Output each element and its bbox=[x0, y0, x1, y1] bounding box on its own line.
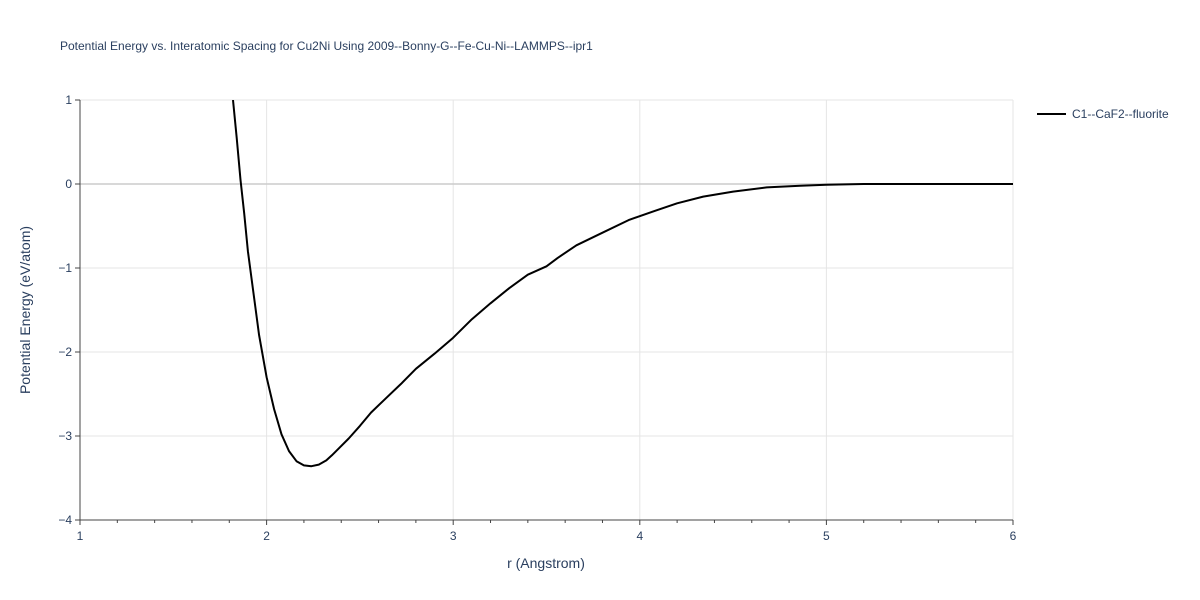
x-tick-label: 6 bbox=[1010, 529, 1017, 543]
x-axis-ticks: 1 2 3 4 5 6 bbox=[77, 520, 1017, 543]
series-layer bbox=[232, 100, 1013, 468]
x-tick-label: 2 bbox=[263, 529, 270, 543]
x-tick-label: 3 bbox=[450, 529, 457, 543]
x-axis-title: r (Angstrom) bbox=[507, 555, 585, 571]
axes bbox=[79, 100, 1013, 521]
grid bbox=[80, 99, 1014, 520]
x-tick-label: 5 bbox=[823, 529, 830, 543]
series-line bbox=[232, 100, 1013, 468]
y-tick-label: −1 bbox=[58, 261, 72, 275]
y-tick-label: 1 bbox=[65, 93, 72, 107]
y-tick-label: −4 bbox=[58, 513, 72, 527]
x-tick-label: 4 bbox=[636, 529, 643, 543]
y-axis-ticks: 1 0 −1 −2 −3 −4 bbox=[58, 93, 80, 527]
y-tick-label: −3 bbox=[58, 429, 72, 443]
y-tick-label: −2 bbox=[58, 345, 72, 359]
legend[interactable]: C1--CaF2--fluorite bbox=[1037, 107, 1169, 121]
x-tick-label: 1 bbox=[77, 529, 84, 543]
chart-title: Potential Energy vs. Interatomic Spacing… bbox=[60, 39, 593, 53]
legend-entry-label: C1--CaF2--fluorite bbox=[1072, 107, 1169, 121]
y-tick-label: 0 bbox=[65, 177, 72, 191]
y-axis-title: Potential Energy (eV/atom) bbox=[17, 226, 33, 394]
